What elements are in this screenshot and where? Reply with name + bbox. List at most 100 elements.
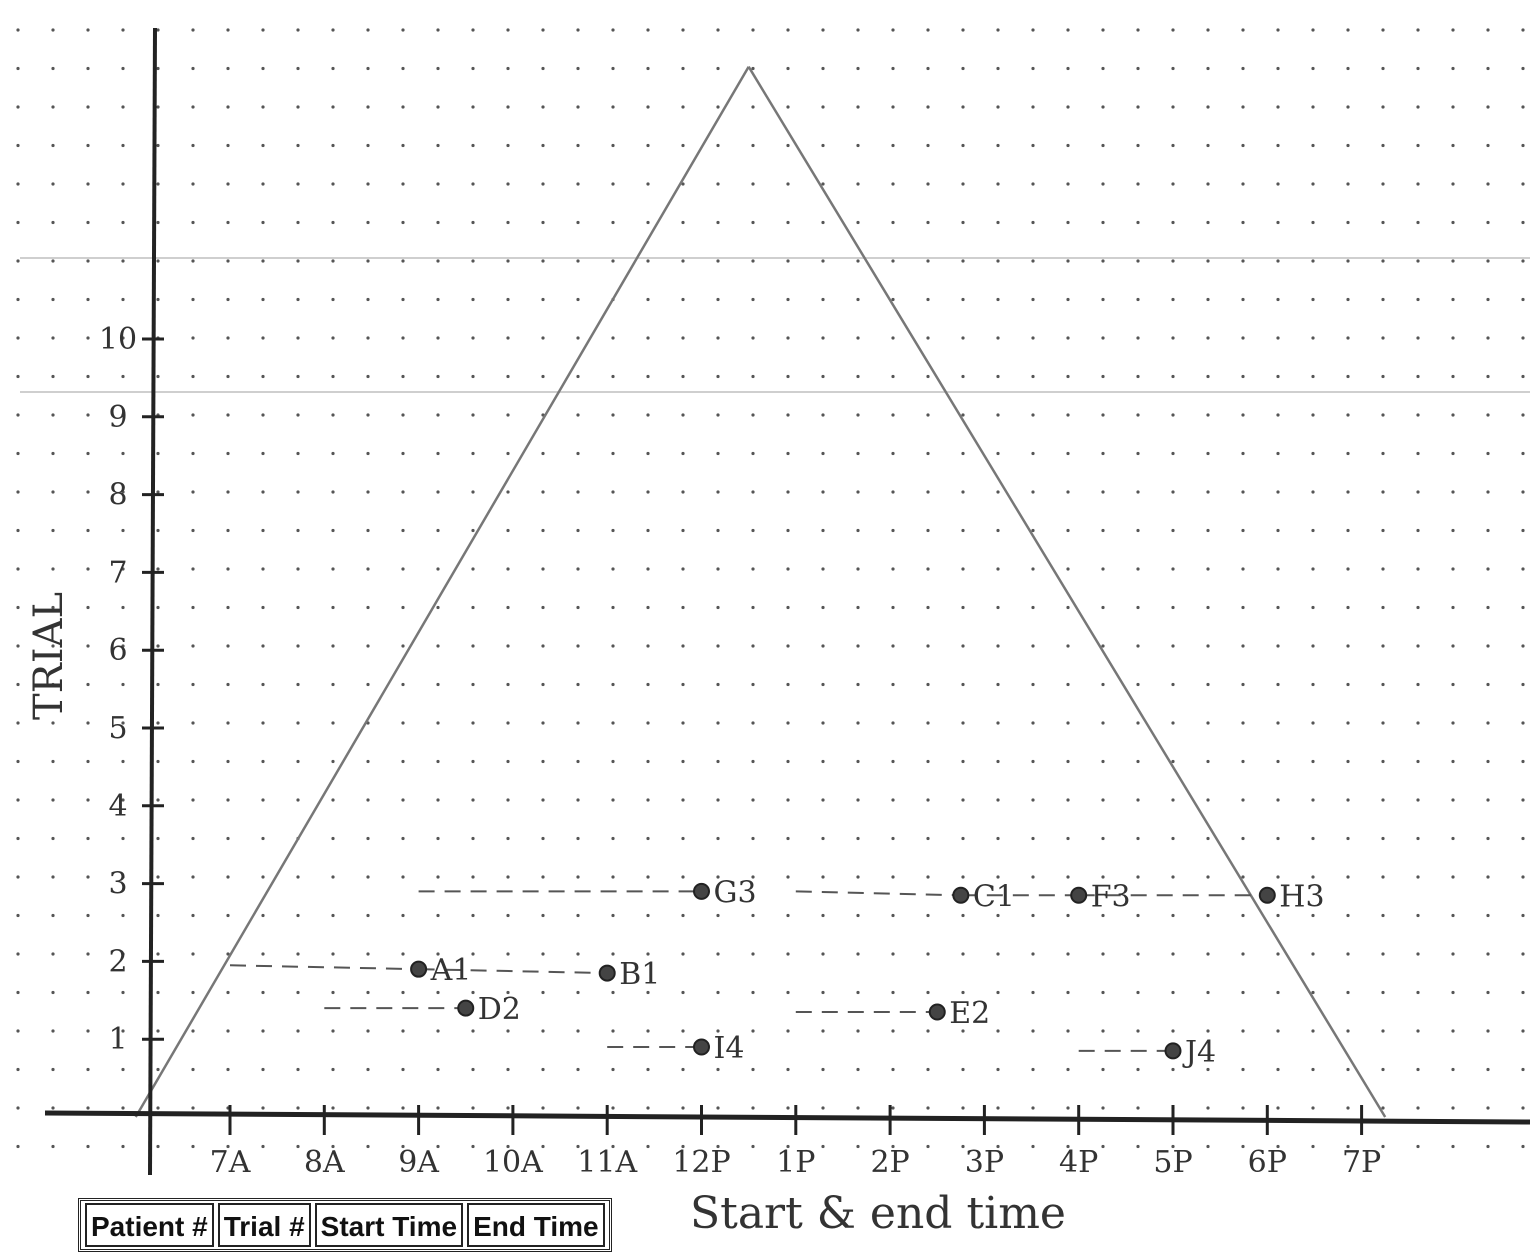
- grid-dot: [786, 1067, 790, 1072]
- grid-dot: [1276, 528, 1280, 533]
- grid-dot: [1416, 490, 1420, 494]
- grid-dot: [786, 913, 790, 918]
- grid-dot: [1451, 875, 1455, 879]
- grid-dot: [646, 28, 650, 32]
- grid-dot: [716, 1144, 720, 1149]
- grid-dot: [331, 875, 335, 879]
- grid-dot: [1206, 644, 1210, 648]
- grid-dot: [1066, 798, 1070, 802]
- grid-dot: [1066, 990, 1070, 995]
- grid-dot: [856, 798, 860, 802]
- grid-dot: [821, 297, 825, 302]
- grid-dot: [1451, 644, 1455, 648]
- grid-dot: [786, 336, 790, 340]
- grid-dot: [751, 1029, 755, 1033]
- grid-dot: [1521, 836, 1525, 841]
- x-tick-label: 3P: [965, 1145, 1004, 1180]
- grid-dot: [646, 913, 650, 918]
- grid-dot: [646, 1144, 650, 1149]
- grid-dot: [261, 182, 265, 186]
- x-tick-label: 9A: [398, 1145, 439, 1180]
- grid-dot: [926, 836, 930, 841]
- grid-dot: [1486, 490, 1490, 494]
- grid-dot: [16, 1029, 20, 1033]
- grid-dot: [996, 259, 1000, 263]
- grid-dot: [1171, 66, 1175, 71]
- grid-dot: [611, 913, 615, 918]
- grid-dot: [1381, 721, 1385, 725]
- grid-dot: [401, 528, 405, 533]
- grid-dot: [401, 682, 405, 687]
- grid-dot: [1486, 374, 1490, 379]
- grid-dot: [261, 105, 265, 109]
- data-point: [693, 882, 710, 900]
- grid-dot: [191, 220, 195, 225]
- grid-dot: [1066, 875, 1070, 879]
- grid-dot: [681, 182, 685, 186]
- grid-dot: [856, 66, 860, 71]
- grid-dot: [1416, 875, 1420, 879]
- grid-dot: [1031, 66, 1035, 71]
- grid-dot: [1451, 374, 1455, 379]
- grid-dot: [751, 336, 755, 340]
- grid-dot: [611, 605, 615, 610]
- grid-dot: [366, 528, 370, 533]
- grid-dot: [1486, 1029, 1490, 1033]
- grid-dot: [1136, 413, 1140, 417]
- grid-dot: [226, 913, 230, 918]
- grid-dot: [926, 336, 930, 340]
- grid-dot: [331, 336, 335, 340]
- grid-dot: [611, 952, 615, 956]
- grid-dot: [401, 259, 405, 263]
- grid-dot: [1206, 605, 1210, 610]
- grid-dot: [576, 528, 580, 533]
- grid-dot: [506, 490, 510, 494]
- grid-dot: [296, 1144, 300, 1149]
- grid-dot: [1101, 836, 1105, 841]
- grid-dot: [996, 143, 1000, 148]
- grid-dot: [611, 990, 615, 995]
- grid-dot: [576, 836, 580, 841]
- grid-dot: [961, 682, 965, 687]
- grid-dot: [1066, 374, 1070, 379]
- grid-dot: [86, 259, 90, 263]
- dot-grid: [16, 28, 1525, 1149]
- grid-dot: [331, 913, 335, 918]
- grid-dot: [786, 220, 790, 225]
- grid-dot: [1101, 259, 1105, 263]
- grid-dot: [1311, 143, 1315, 148]
- grid-dot: [191, 336, 195, 340]
- grid-dot: [961, 721, 965, 725]
- grid-dot: [1066, 528, 1070, 533]
- grid-dot: [1521, 259, 1525, 263]
- grid-dot: [856, 721, 860, 725]
- grid-dot: [1136, 66, 1140, 71]
- y-tick-label: 5: [108, 711, 127, 746]
- grid-dot: [331, 105, 335, 109]
- grid-dot: [1451, 413, 1455, 417]
- grid-dot: [1101, 605, 1105, 610]
- grid-dot: [541, 1067, 545, 1072]
- grid-dot: [401, 374, 405, 379]
- grid-dot: [1486, 759, 1490, 764]
- grid-dot: [1381, 297, 1385, 302]
- grid-dot: [156, 220, 160, 225]
- grid-dot: [366, 143, 370, 148]
- grid-dot: [191, 1067, 195, 1072]
- grid-dot: [1416, 721, 1420, 725]
- grid-dot: [331, 682, 335, 687]
- grid-dot: [821, 836, 825, 841]
- grid-dot: [436, 913, 440, 918]
- grid-dot: [716, 66, 720, 71]
- grid-dot: [156, 721, 160, 725]
- grid-dot: [716, 875, 720, 879]
- grid-dot: [1136, 297, 1140, 302]
- grid-dot: [1136, 798, 1140, 802]
- grid-dot: [1171, 990, 1175, 995]
- grid-dot: [821, 759, 825, 764]
- grid-dot: [296, 66, 300, 71]
- grid-dot: [1031, 913, 1035, 918]
- grid-dot: [261, 836, 265, 841]
- grid-dot: [191, 913, 195, 918]
